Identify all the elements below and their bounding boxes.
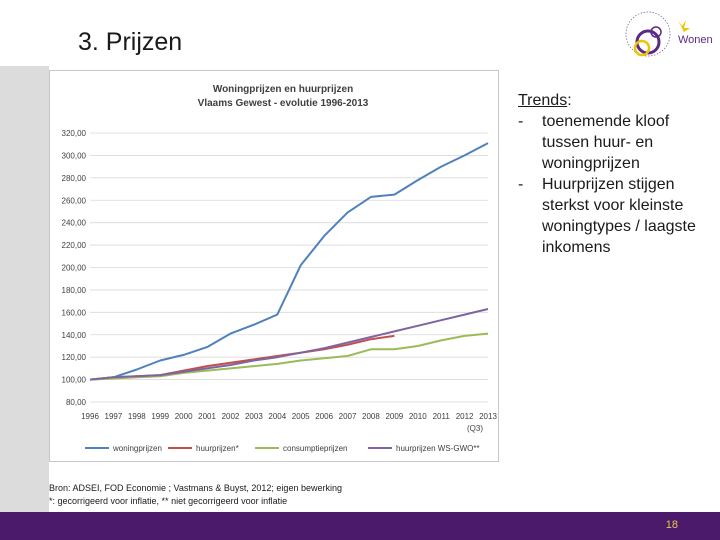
x-tick-label: 2005	[292, 412, 310, 421]
y-tick-label: 160,00	[62, 308, 87, 317]
wonen-logo: Wonen	[618, 8, 716, 62]
x-tick-label: 2001	[198, 412, 216, 421]
x-tick-label: 2004	[268, 412, 286, 421]
x-tick-label: 2013	[479, 412, 497, 421]
series-line	[89, 308, 489, 381]
line-chart: Woningprijzen en huurprijzen Vlaams Gewe…	[62, 84, 498, 453]
x-tick-label: 2011	[433, 412, 451, 421]
legend-item: woningprijzen	[85, 444, 162, 453]
x-tick-label: 2003	[245, 412, 263, 421]
legend-item: huurprijzen*	[168, 444, 239, 453]
x-tick-label: 2002	[222, 412, 240, 421]
y-tick-label: 240,00	[62, 219, 87, 228]
x-tick-label: 1996	[81, 412, 99, 421]
legend-label: consumptieprijzen	[283, 444, 347, 453]
trends-text-block: Trends: - toenemende kloof tussen huur- e…	[518, 90, 713, 258]
legend-label: huurprijzen*	[196, 444, 239, 453]
series-line	[89, 332, 489, 381]
footer-bar: 18	[0, 512, 720, 540]
x-tick-label: 2012	[456, 412, 474, 421]
chart-subtitle: Vlaams Gewest - evolutie 1996-2013	[198, 98, 369, 109]
x-tick-label: 1999	[151, 412, 169, 421]
series-line	[89, 142, 489, 381]
footnote-line: *: gecorrigeerd voor inflatie, ** niet g…	[49, 496, 288, 506]
x-tick-label: 2009	[385, 412, 403, 421]
trends-item-text: Huurprijzen stijgen sterkst voor kleinst…	[542, 176, 696, 256]
trends-heading-label: Trends	[518, 92, 568, 109]
chart-title: Woningprijzen en huurprijzen	[213, 84, 353, 95]
y-tick-label: 140,00	[62, 331, 87, 340]
trends-item: - toenemende kloof tussen huur- en woning…	[518, 111, 713, 174]
y-tick-label: 200,00	[62, 264, 87, 273]
chart-panel: Woningprijzen en huurprijzen Vlaams Gewe…	[49, 70, 499, 462]
x-tick-label: 2010	[409, 412, 427, 421]
y-tick-label: 100,00	[62, 376, 87, 385]
x-tick-label: 2000	[175, 412, 193, 421]
x-tick-label: 2007	[339, 412, 357, 421]
trends-heading: Trends:	[518, 92, 572, 109]
x-tick-label: 2008	[362, 412, 380, 421]
trends-list: - toenemende kloof tussen huur- en woning…	[518, 111, 713, 258]
y-tick-label: 300,00	[62, 151, 87, 160]
y-tick-label: 320,00	[62, 129, 87, 138]
y-tick-label: 260,00	[62, 196, 87, 205]
x-tick-label: 2006	[315, 412, 333, 421]
y-tick-label: 80,00	[66, 398, 87, 407]
source-line: Bron: ADSEI, FOD Economie ; Vastmans & B…	[49, 483, 342, 493]
bullet-dash: -	[518, 113, 524, 130]
bullet-dash: -	[518, 176, 524, 193]
slide-title: 3. Prijzen	[78, 28, 183, 56]
x-tick-label: 1998	[128, 412, 146, 421]
legend-label: woningprijzen	[112, 444, 162, 453]
logo-text: Wonen	[678, 34, 713, 46]
page-number: 18	[665, 519, 678, 531]
x-note-label: (Q3)	[467, 424, 483, 433]
trends-item: - Huurprijzen stijgen sterkst voor kleins…	[518, 174, 713, 258]
legend-label: huurprijzen WS-GWO**	[396, 444, 480, 453]
trends-item-text: toenemende kloof tussen huur- en woningp…	[542, 113, 670, 172]
legend-item: consumptieprijzen	[255, 444, 347, 453]
y-tick-label: 180,00	[62, 286, 87, 295]
legend-item: huurprijzen WS-GWO**	[368, 444, 480, 453]
y-tick-label: 220,00	[62, 241, 87, 250]
y-tick-label: 120,00	[62, 353, 87, 362]
y-tick-label: 280,00	[62, 174, 87, 183]
x-tick-label: 1997	[105, 412, 123, 421]
source-note: Bron: ADSEI, FOD Economie ; Vastmans & B…	[49, 482, 342, 508]
